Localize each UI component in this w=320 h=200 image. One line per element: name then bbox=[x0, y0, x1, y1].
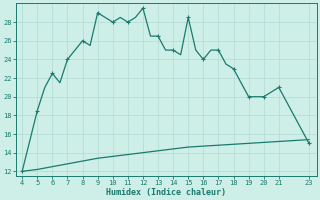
X-axis label: Humidex (Indice chaleur): Humidex (Indice chaleur) bbox=[106, 188, 226, 197]
